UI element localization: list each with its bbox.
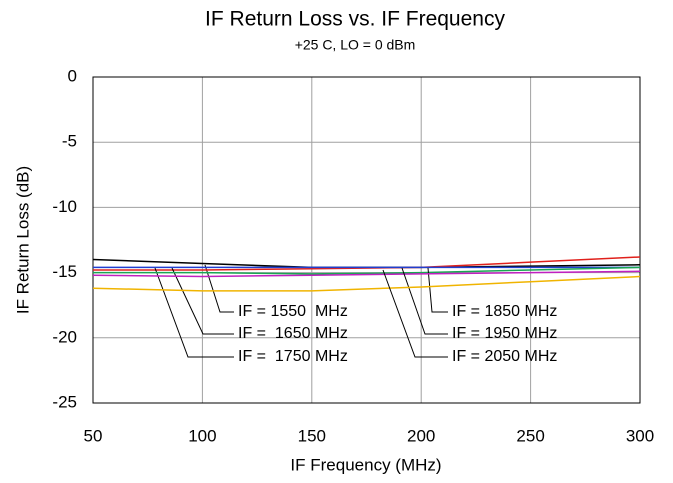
chart-title: IF Return Loss vs. IF Frequency [205,8,505,31]
series-label: IF = 1550 MHz [238,303,348,320]
series-line [93,266,641,275]
plot-frame [92,76,641,404]
leader-line [204,264,234,313]
series-label: IF = 1750 MHz [238,348,348,365]
y-tick-label: -20 [52,327,77,346]
series-line [92,275,641,292]
y-tick-label: -5 [62,132,77,151]
chart-subtitle: +25 C, LO = 0 dBm [295,37,416,53]
leader-line [401,267,448,335]
y-tick-label: -10 [52,197,77,216]
series-label: IF = 1650 MHz [238,325,348,342]
leader-line [382,269,448,358]
series-label: IF = 1850 MHz [452,303,557,320]
leader-line [154,267,234,358]
x-tick-label: 100 [188,426,216,445]
x-tick-label: 50 [84,426,103,445]
x-tick-label: 150 [298,426,326,445]
y-axis-label: IF Return Loss (dB) [13,166,32,314]
leader-line [171,267,234,335]
leader-line [427,267,448,313]
x-tick-label: 300 [626,426,654,445]
series-label: IF = 1950 MHz [452,325,557,342]
series-label: IF = 2050 MHz [452,348,557,365]
y-tick-label: -25 [52,392,77,411]
x-tick-label: 200 [407,426,435,445]
x-tick-label: 250 [516,426,544,445]
series-line [92,270,641,278]
y-tick-label: -15 [52,262,77,281]
x-axis-label: IF Frequency (MHz) [290,455,441,474]
y-tick-label: 0 [68,66,77,85]
